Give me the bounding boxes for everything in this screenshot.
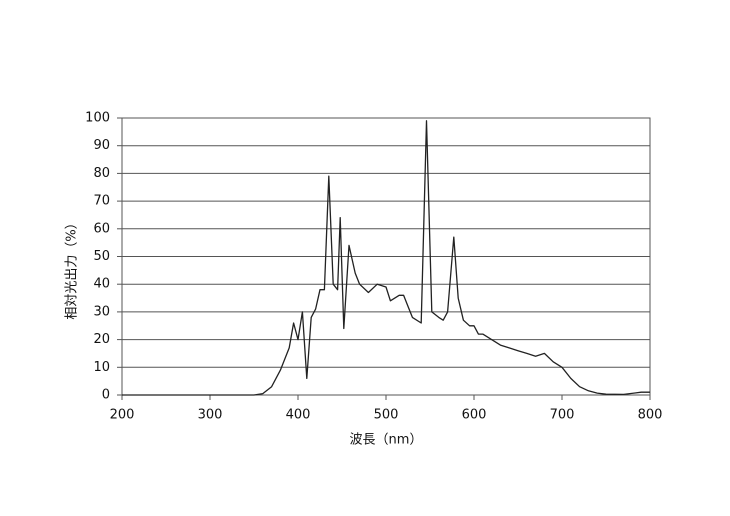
y-tick-label: 70	[93, 194, 110, 209]
y-tick-label: 10	[93, 360, 110, 375]
x-tick-label: 400	[286, 408, 311, 423]
x-tick-label: 800	[638, 408, 663, 423]
x-tick-label: 600	[462, 408, 487, 423]
y-tick-label: 60	[93, 221, 110, 236]
y-tick-label: 40	[93, 277, 110, 292]
x-tick-label: 300	[198, 408, 223, 423]
y-tick-label: 20	[93, 332, 110, 347]
y-tick-label: 80	[93, 166, 110, 181]
y-tick-label: 90	[93, 138, 110, 153]
y-tick-label: 30	[93, 304, 110, 319]
y-tick-label: 50	[93, 249, 110, 264]
y-tick-label: 0	[102, 388, 110, 403]
y-axis-label: 相対光出力（%）	[65, 216, 80, 319]
spectrum-line	[122, 120, 650, 396]
y-tick-label: 100	[85, 111, 110, 126]
x-tick-label: 200	[110, 408, 135, 423]
x-tick-label: 700	[550, 408, 575, 423]
x-axis-label: 波長（nm）	[350, 433, 423, 448]
plot-frame	[121, 117, 651, 396]
x-tick-label: 500	[374, 408, 399, 423]
